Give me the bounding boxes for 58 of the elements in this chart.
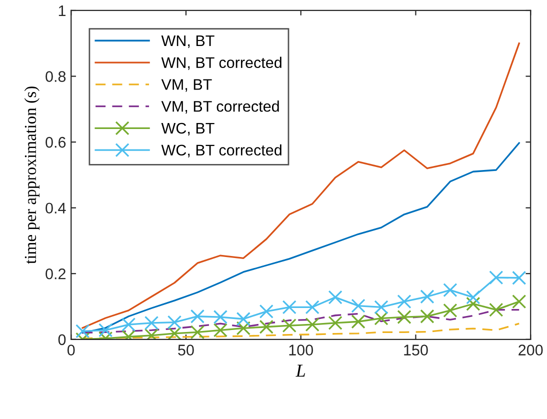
- legend-label: VM, BT corrected: [161, 100, 279, 114]
- point: [466, 296, 480, 311]
- y-tick-label: 0: [58, 334, 66, 346]
- point: [512, 294, 526, 309]
- x-tick-label: 50: [178, 344, 194, 356]
- legend-label: WN, BT corrected: [161, 56, 282, 70]
- point: [374, 311, 388, 326]
- y-tick-label: 0.6: [46, 136, 66, 148]
- legend-label: WN, BT: [161, 35, 214, 48]
- point: [443, 303, 458, 318]
- line-series: [82, 308, 520, 334]
- point: [259, 320, 274, 334]
- point: [236, 312, 250, 326]
- x-axis-title: L: [296, 364, 306, 377]
- point: [305, 318, 320, 332]
- point: [144, 316, 159, 330]
- x-tick-label: 100: [289, 344, 313, 356]
- y-axis-title: time per approximation (s): [24, 86, 40, 264]
- point: [397, 310, 412, 324]
- point: [282, 318, 296, 333]
- point: [374, 300, 388, 314]
- point: [259, 304, 274, 319]
- point: [305, 300, 320, 314]
- point: [420, 290, 434, 304]
- y-tick-label: 1: [58, 6, 66, 16]
- x-tick-label: 0: [67, 344, 75, 356]
- point: [420, 309, 434, 324]
- point: [121, 318, 136, 332]
- point: [236, 321, 250, 336]
- x-tick-label: 150: [404, 344, 428, 356]
- point: [489, 270, 504, 285]
- point: [190, 325, 205, 340]
- point: [167, 326, 182, 340]
- point: [167, 315, 182, 330]
- legend-label: WC, BT corrected: [161, 144, 282, 158]
- point: [76, 324, 90, 338]
- legend-label: WC, BT: [161, 122, 214, 136]
- point: [328, 316, 342, 330]
- line-series: [82, 142, 520, 334]
- legend-label: VM, BT: [161, 79, 212, 92]
- point: [190, 309, 205, 324]
- point: [328, 290, 342, 304]
- y-tick-label: 0.8: [46, 71, 66, 82]
- point: [282, 300, 296, 314]
- point: [443, 282, 458, 298]
- point: [213, 310, 228, 324]
- point: [351, 298, 366, 313]
- point: [213, 323, 228, 338]
- point: [489, 302, 504, 317]
- point: [397, 294, 412, 309]
- y-tick-label: 0.2: [46, 268, 66, 280]
- point: [351, 314, 366, 329]
- point: [466, 290, 480, 304]
- y-tick-label: 0.4: [46, 202, 66, 214]
- point: [98, 323, 113, 338]
- point: [512, 270, 526, 285]
- line-series: [82, 322, 520, 340]
- x-tick-label: 200: [518, 344, 543, 356]
